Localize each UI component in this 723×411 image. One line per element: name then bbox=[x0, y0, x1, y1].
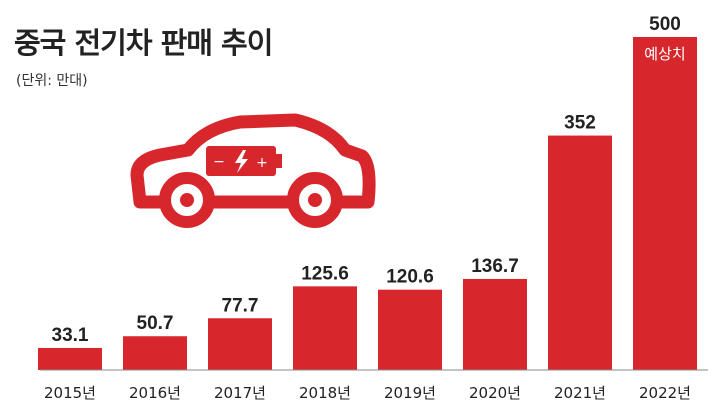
value-label: 500 bbox=[649, 14, 681, 35]
bar-2018년 bbox=[293, 286, 357, 370]
chart-title: 중국 전기차 판매 추이 bbox=[14, 26, 273, 60]
value-label: 352 bbox=[564, 113, 596, 134]
svg-text:−: − bbox=[213, 154, 225, 170]
x-tick-label: 2020년 bbox=[469, 384, 521, 402]
value-label: 120.6 bbox=[386, 267, 434, 288]
x-tick-label: 2017년 bbox=[214, 384, 266, 402]
x-tick-label: 2021년 bbox=[554, 384, 606, 402]
x-tick-label: 2018년 bbox=[299, 384, 351, 402]
bar-2019년 bbox=[378, 289, 442, 370]
forecast-annotation: 예상치 bbox=[644, 45, 685, 63]
value-label: 77.7 bbox=[222, 295, 259, 316]
bar-2020년 bbox=[463, 278, 527, 370]
electric-car-battery-icon: − + bbox=[130, 113, 376, 228]
value-label: 136.7 bbox=[471, 256, 519, 277]
value-label: 33.1 bbox=[52, 325, 89, 346]
bar-2022년 bbox=[633, 37, 697, 370]
bar-2015년 bbox=[38, 347, 102, 370]
x-tick-label: 2016년 bbox=[129, 384, 181, 402]
bar-2021년 bbox=[548, 135, 612, 370]
svg-text:+: + bbox=[256, 155, 268, 171]
unit-label: (단위: 만대) bbox=[16, 73, 88, 89]
bar-2017년 bbox=[208, 318, 272, 370]
x-tick-label: 2022년 bbox=[639, 384, 691, 402]
value-label: 125.6 bbox=[301, 263, 349, 284]
x-tick-label: 2019년 bbox=[384, 384, 436, 402]
bar-2016년 bbox=[123, 336, 187, 370]
value-label: 50.7 bbox=[137, 313, 174, 334]
x-tick-label: 2015년 bbox=[44, 384, 96, 402]
